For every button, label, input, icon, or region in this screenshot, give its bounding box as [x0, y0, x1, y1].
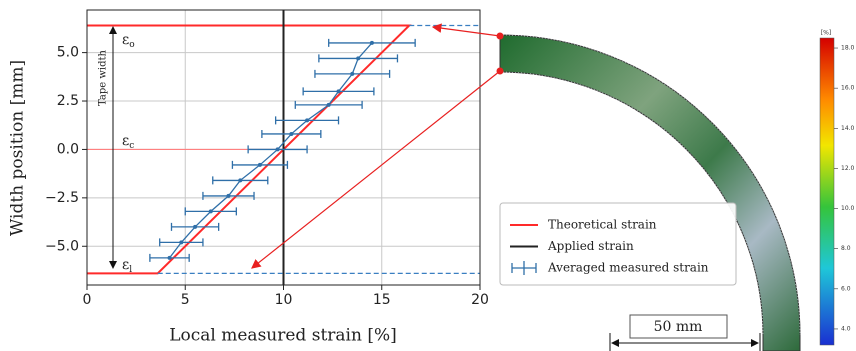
x-tick-label: 5 [181, 292, 190, 308]
data-point [350, 72, 354, 76]
y-tick-label: 0.0 [57, 141, 79, 157]
colorbar-tick-label: 16.0 [841, 85, 855, 92]
colorbar [820, 38, 834, 345]
link-dot [497, 33, 504, 40]
data-point [337, 89, 341, 93]
legend-label: Theoretical strain [548, 218, 657, 232]
x-tick-label: 15 [373, 292, 391, 308]
eps-symbol: ε [122, 257, 129, 273]
y-tick-label: −5.0 [45, 238, 79, 254]
x-axis-label: Local measured strain [%] [169, 326, 397, 346]
tape-width-label: Tape width [98, 49, 109, 106]
colorbar-tick-label: 18.0 [841, 45, 855, 52]
legend-label: Averaged measured strain [547, 261, 709, 275]
colorbar-tick-label: 12.0 [841, 165, 855, 172]
colorbar-tick-label: 14.0 [841, 125, 855, 132]
y-tick-label: −2.5 [45, 190, 79, 206]
x-tick-label: 20 [471, 292, 489, 308]
data-point [356, 56, 360, 60]
data-point [289, 132, 293, 136]
data-point [209, 209, 213, 213]
colorbar-tick-label: 8.0 [841, 245, 851, 252]
colorbar-tick-label: 4.0 [841, 325, 851, 332]
x-tick-label: 0 [83, 292, 92, 308]
y-axis-label: Width position [mm] [8, 60, 28, 236]
data-point [327, 103, 331, 107]
eps-subscript: o [129, 40, 134, 50]
eps-symbol: ε [122, 32, 129, 48]
data-point [193, 225, 197, 229]
data-point [370, 41, 374, 45]
eps-subscript: l [129, 265, 132, 275]
data-point [276, 147, 280, 151]
figure: [%] 50 mm Local measured strain [%] Widt… [0, 0, 856, 351]
eps-symbol: ε [122, 133, 129, 149]
colorbar-tick-label: 6.0 [841, 285, 851, 292]
data-point [168, 256, 172, 260]
data-point [226, 194, 230, 198]
scale-bar-label: 50 mm [654, 319, 703, 335]
y-tick-label: 2.5 [57, 93, 79, 109]
data-point [258, 163, 262, 167]
data-point [179, 240, 183, 244]
colorbar-label: [%] [821, 30, 831, 37]
ring [500, 35, 800, 351]
data-point [238, 178, 242, 182]
link-dot [497, 68, 504, 75]
y-tick-label: 5.0 [57, 45, 79, 61]
x-tick-label: 10 [275, 292, 293, 308]
eps-subscript: c [129, 141, 134, 151]
data-point [305, 118, 309, 122]
colorbar-tick-label: 10.0 [841, 205, 855, 212]
legend-label: Applied strain [547, 239, 634, 253]
